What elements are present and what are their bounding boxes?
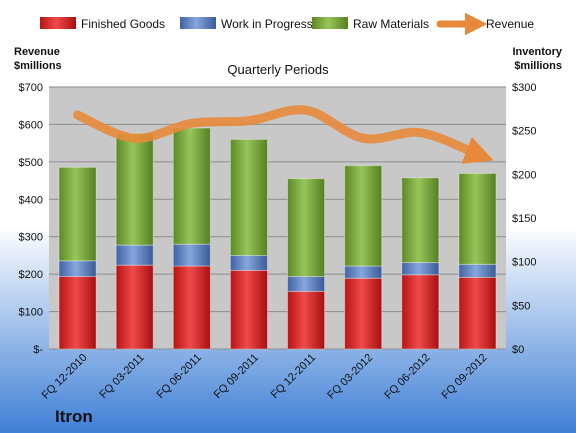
bar-finished-goods — [401, 274, 440, 350]
legend: Finished Goods Work in Progress Raw Materi… — [40, 12, 534, 36]
right-tick-label: $200 — [512, 169, 536, 181]
bar-work-in-progress — [229, 255, 268, 271]
left-tick-label: $600 — [19, 119, 43, 131]
bar-raw-materials — [229, 138, 268, 257]
stacked-bars — [58, 127, 497, 350]
chart-title: Quarterly Periods — [227, 62, 329, 77]
bar-raw-materials — [344, 165, 383, 267]
brand-label: Itron — [55, 407, 93, 426]
left-axis-ticks: $- $100 $200 $300 $400 $500 $600 $700 — [19, 82, 44, 356]
legend-label: Revenue — [486, 17, 534, 31]
bar-finished-goods — [172, 265, 211, 350]
right-tick-label: $50 — [512, 300, 530, 312]
legend-swatch-raw-materials — [312, 17, 348, 29]
bar-raw-materials — [458, 172, 497, 265]
bar-finished-goods — [229, 269, 268, 350]
bar-raw-materials — [115, 132, 154, 246]
bar-work-in-progress — [172, 243, 211, 267]
bar-raw-materials — [58, 166, 97, 262]
bar-finished-goods — [58, 276, 97, 350]
revenue-line-path — [73, 105, 494, 164]
left-tick-label: $100 — [19, 307, 43, 319]
left-tick-label: $400 — [19, 194, 43, 206]
left-tick-label: $200 — [19, 269, 43, 281]
legend-swatch-finished-goods — [40, 17, 76, 29]
revenue-line — [73, 105, 494, 164]
legend-label: Raw Materials — [353, 17, 429, 31]
bar-work-in-progress — [58, 260, 97, 278]
right-tick-label: $100 — [512, 257, 536, 269]
bar-work-in-progress — [344, 265, 383, 279]
bar-finished-goods — [344, 277, 383, 350]
right-tick-label: $300 — [512, 82, 536, 94]
bar-raw-materials — [287, 178, 326, 278]
bar-finished-goods — [458, 276, 497, 350]
bar-finished-goods — [115, 264, 154, 350]
left-tick-label: $300 — [19, 232, 43, 244]
bar-work-in-progress — [401, 262, 440, 276]
bar-raw-materials — [401, 177, 440, 264]
left-tick-label: $700 — [19, 82, 43, 94]
right-tick-label: $150 — [512, 213, 536, 225]
left-axis-title: Revenue $millions — [14, 46, 62, 72]
legend-swatch-work-in-progress — [180, 17, 216, 29]
bar-work-in-progress — [458, 263, 497, 278]
bar-raw-materials — [172, 127, 211, 245]
bar-work-in-progress — [115, 244, 154, 266]
bar-finished-goods — [287, 290, 326, 350]
right-axis-title: Inventory $millions — [512, 46, 562, 72]
left-tick-label: $500 — [19, 157, 43, 169]
right-tick-label: $250 — [512, 126, 536, 138]
bar-work-in-progress — [287, 276, 326, 292]
left-tick-label: $- — [33, 344, 43, 356]
right-tick-label: $0 — [512, 344, 524, 356]
right-axis-ticks: $0 $50 $100 $150 $200 $250 $300 — [512, 82, 536, 356]
legend-label: Work in Progress — [221, 17, 313, 31]
legend-label: Finished Goods — [81, 17, 165, 31]
